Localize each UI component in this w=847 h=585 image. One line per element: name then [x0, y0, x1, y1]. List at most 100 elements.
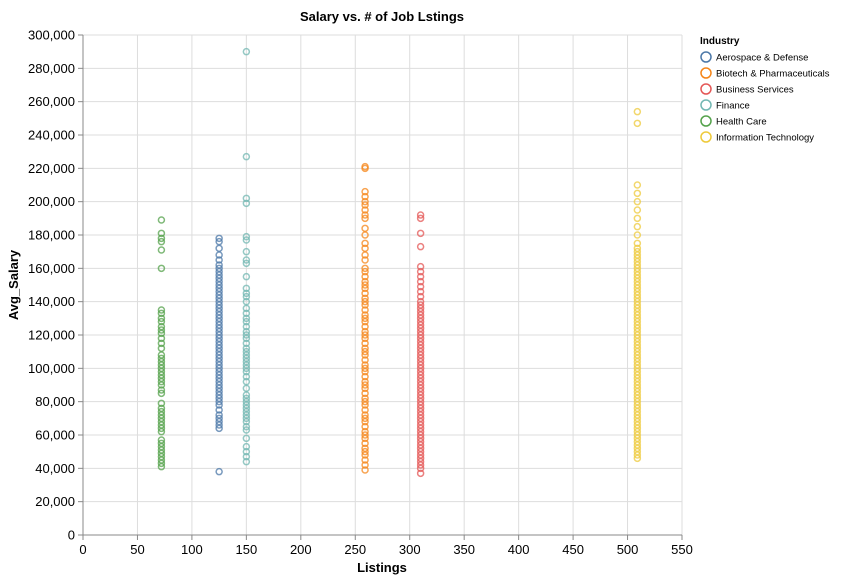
legend-title: Industry: [700, 36, 740, 47]
data-point: [157, 407, 166, 416]
data-point: [242, 339, 251, 348]
data-point: [242, 314, 251, 323]
data-point: [416, 272, 425, 281]
data-point: [361, 306, 369, 314]
data-point: [242, 247, 251, 256]
x-tick-label: 550: [671, 542, 693, 557]
data-point: [361, 187, 369, 196]
data-point: [242, 426, 251, 434]
legend-symbol: [700, 131, 712, 143]
x-tick-label: 250: [344, 542, 366, 557]
data-point: [361, 201, 369, 209]
data-point: [361, 447, 369, 456]
data-point: [242, 152, 251, 161]
data-point: [633, 189, 642, 198]
data-point: [157, 386, 166, 394]
y-tick-label: 140,000: [28, 294, 75, 309]
series-3: [242, 47, 251, 466]
legend-symbol: [700, 115, 712, 127]
data-point: [242, 194, 251, 203]
data-point: [215, 467, 223, 476]
data-point: [215, 406, 223, 414]
data-point: [416, 242, 425, 251]
y-tick-label: 0: [68, 528, 75, 543]
data-point: [633, 222, 642, 231]
chart-title: Salary vs. # of Job Lstings: [300, 9, 464, 24]
y-axis-title: Avg_Salary: [6, 249, 21, 320]
data-point: [633, 206, 642, 214]
y-tick-label: 120,000: [28, 328, 75, 343]
data-point: [361, 256, 369, 264]
data-point: [215, 244, 223, 253]
data-point: [157, 246, 166, 254]
data-point: [361, 327, 369, 336]
data-point: [361, 372, 369, 381]
data-point: [242, 422, 251, 431]
x-tick-label: 300: [399, 542, 421, 557]
data-point: [416, 267, 425, 276]
x-tick-label: 50: [130, 542, 144, 557]
legend-item: Finance: [700, 99, 750, 112]
data-point: [361, 406, 369, 414]
data-point: [242, 442, 251, 451]
data-point: [361, 281, 369, 289]
legend-label: Biotech & Pharmaceuticals: [716, 69, 830, 80]
data-point: [633, 247, 642, 256]
data-point: [215, 237, 223, 246]
grid-lines: [82, 34, 683, 536]
data-point: [242, 377, 251, 386]
y-tick-label: 240,000: [28, 128, 75, 143]
data-point: [361, 422, 369, 431]
data-point: [361, 244, 369, 253]
legend: Industry Aerospace & Defense Biotech & Ph…: [700, 36, 830, 144]
data-point: [157, 234, 166, 243]
series-4: [157, 216, 166, 471]
data-point: [416, 214, 425, 223]
data-point: [242, 447, 251, 456]
data-point: [361, 381, 369, 389]
data-point: [215, 264, 223, 273]
y-tick-label: 80,000: [35, 394, 75, 409]
data-point: [416, 287, 425, 296]
data-point: [633, 107, 642, 116]
legend-item: Business Services: [700, 83, 794, 96]
data-point: [361, 297, 369, 306]
data-point: [361, 394, 369, 403]
data-point: [157, 344, 166, 353]
data-point: [157, 436, 166, 444]
data-point: [361, 427, 369, 436]
data-point: [242, 272, 251, 281]
data-point: [157, 237, 166, 246]
data-point: [361, 224, 369, 233]
axes: 0 50 100 150 200 250 300 350 400 450 500 550 0 20,000…: [28, 28, 693, 558]
data-point: [242, 236, 251, 244]
x-axis-title: Listings: [357, 560, 407, 575]
data-point: [633, 119, 642, 128]
data-point: [361, 239, 369, 248]
data-point: [242, 327, 251, 336]
data-point: [157, 389, 166, 398]
data-point: [361, 356, 369, 364]
series-1: [361, 162, 369, 474]
data-point: [157, 404, 166, 413]
data-point: [361, 311, 369, 319]
data-point: [361, 361, 369, 369]
data-point: [361, 456, 369, 464]
data-point: [361, 277, 369, 286]
legend-item: Information Technology: [700, 131, 814, 144]
data-point: [361, 214, 369, 223]
data-point: [242, 394, 251, 403]
data-point: [361, 377, 369, 386]
data-point: [157, 306, 166, 314]
legend-item: Health Care: [700, 115, 767, 128]
data-point: [633, 231, 642, 239]
data-point: [157, 322, 166, 331]
x-tick-label: 500: [617, 542, 639, 557]
data-point: [361, 466, 369, 474]
data-point: [242, 232, 251, 241]
x-tick-label: 200: [290, 542, 312, 557]
data-point: [215, 256, 223, 264]
data-point: [416, 469, 425, 478]
data-point: [242, 47, 251, 56]
